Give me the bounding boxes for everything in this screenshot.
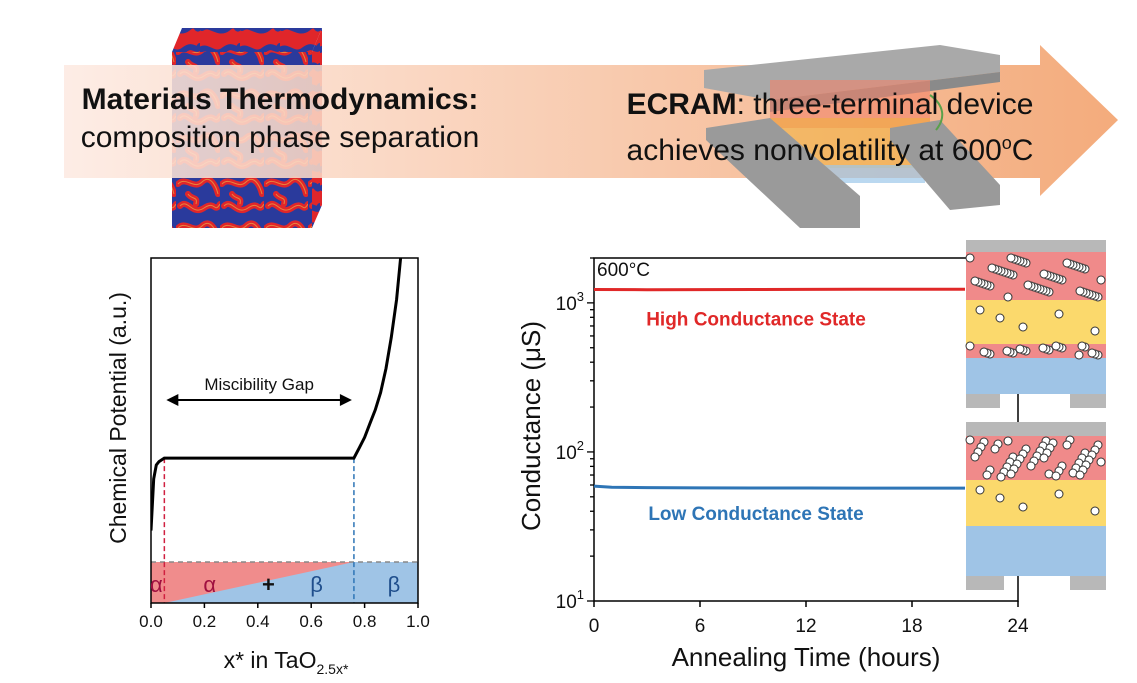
oxygen-vacancy-dots-high <box>965 253 1106 360</box>
banner-graphic <box>64 28 1118 228</box>
right-ytick-label: 102 <box>556 438 584 464</box>
ecram-device <box>704 45 1000 228</box>
right-ytick-label: 103 <box>556 289 584 315</box>
vacancy-dot <box>965 435 975 445</box>
right-xtick-label: 24 <box>1007 616 1029 637</box>
vacancy-dot <box>965 341 975 351</box>
banner-right-unit: C <box>1011 134 1034 167</box>
banner-left-bold: Materials Thermodynamics: <box>81 83 479 116</box>
high-conductance-line <box>593 287 965 292</box>
device-schematic-high <box>965 240 1106 408</box>
left-xtick-label: 0.4 <box>246 612 270 631</box>
banner-right-text-2: achieves nonvolatility at 600 <box>626 134 1002 167</box>
vacancy-dot <box>1074 350 1084 360</box>
vacancy-dot <box>1002 346 1012 356</box>
vacancy-dot <box>1003 436 1013 446</box>
vacancy-dot <box>1015 344 1025 354</box>
vacancy-dot <box>1026 461 1036 471</box>
vacancy-dot <box>1051 341 1061 351</box>
left-xtick-label: 0.8 <box>353 612 377 631</box>
banner-left-title: Materials Thermodynamics: composition ph… <box>20 81 540 157</box>
left-xtick-label: 0.2 <box>193 612 217 631</box>
vacancy-dot <box>1006 469 1016 479</box>
left-xtick-label: 0.0 <box>139 612 163 631</box>
right-xtick-label: 12 <box>795 616 816 637</box>
vacancy-dot <box>1054 489 1064 499</box>
vacancy-dot <box>995 313 1005 323</box>
left-xtick-label: 1.0 <box>406 612 430 631</box>
banner-right-bold: ECRAM <box>626 88 737 121</box>
chemical-potential-chart: 0.0 0.2 0.4 0.6 0.8 1.0 Miscibility Gap α α + β β C… <box>105 257 430 677</box>
vacancy-dot <box>1077 341 1087 351</box>
vacancy-dot <box>1062 258 1072 268</box>
vacancy-dot <box>1018 502 1028 512</box>
low-conductance-label: Low Conductance State <box>648 504 863 525</box>
vacancy-dot <box>1087 348 1097 358</box>
gap-arrowhead-left <box>166 394 179 406</box>
vacancy-dot <box>975 485 985 495</box>
phase-label: α <box>203 572 216 597</box>
right-xtick-label: 6 <box>695 616 706 637</box>
left-ylabel: Chemical Potential (a.u.) <box>105 292 131 544</box>
vacancy-dot <box>1038 343 1048 353</box>
vacancy-dot <box>1096 457 1106 467</box>
vacancy-dot <box>1062 440 1072 450</box>
oxygen-vacancy-dots-low <box>965 435 1106 516</box>
left-xlabel-sub: 2.5x* <box>316 661 348 677</box>
high-conductance-label: High Conductance State <box>646 309 866 330</box>
chemical-potential-curve <box>151 258 403 531</box>
vacancy-dot <box>1003 292 1013 302</box>
vacancy-dot <box>970 276 980 286</box>
device-schematic-low <box>965 422 1106 590</box>
right-xlabel: Annealing Time (hours) <box>672 642 941 672</box>
banner-right-title: ECRAM: three-terminal device achieves no… <box>560 86 1100 170</box>
vacancy-dot <box>1051 471 1061 481</box>
conductance-chart: 0 6 12 18 24 101 102 103 High Conductance State L… <box>516 240 1106 672</box>
vacancy-dot <box>1090 506 1100 516</box>
vacancy-dot <box>982 470 992 480</box>
left-axes-frame <box>150 257 419 604</box>
vacancy-dot <box>1039 453 1049 463</box>
left-xlabel: x* in TaO2.5x* <box>224 647 349 677</box>
vacancy-dot <box>975 305 985 315</box>
vacancy-dot <box>979 347 989 357</box>
vacancy-dot <box>1054 309 1064 319</box>
vacancy-dot <box>1018 322 1028 332</box>
banner-right-text-1: : three-terminal device <box>736 88 1034 121</box>
low-conductance-line <box>593 484 965 490</box>
right-xtick-label: 18 <box>901 616 922 637</box>
vacancy-dot <box>1075 286 1085 296</box>
phase-label: α <box>150 572 163 597</box>
left-xlabel-main: x* in TaO <box>224 647 317 673</box>
gap-annotation: Miscibility Gap <box>204 375 314 394</box>
right-ytick-label: 101 <box>556 587 584 613</box>
gap-arrowhead-right <box>339 394 352 406</box>
vacancy-dot <box>996 472 1006 482</box>
phase-label: β <box>388 572 401 597</box>
vacancy-dot <box>987 263 997 273</box>
banner-left-text: composition phase separation <box>80 121 480 154</box>
phase-label: + <box>262 572 275 597</box>
vacancy-dot <box>970 452 980 462</box>
vacancy-dot <box>1096 275 1106 285</box>
vacancy-dot <box>995 493 1005 503</box>
vacancy-dot <box>965 253 975 263</box>
vacancy-dot <box>1006 253 1016 263</box>
right-xtick-label: 0 <box>589 616 600 637</box>
banner-right-sup: o <box>1001 133 1012 153</box>
vacancy-dot <box>990 444 1000 454</box>
right-ylabel: Conductance (μS) <box>516 321 546 531</box>
right-title: 600°C <box>597 260 650 281</box>
phase-label: β <box>310 572 323 597</box>
left-xtick-label: 0.6 <box>299 612 323 631</box>
vacancy-dot <box>1090 326 1100 336</box>
vacancy-dot <box>1039 269 1049 279</box>
phase-strip-alpha <box>151 562 354 603</box>
vacancy-dot <box>1075 470 1085 480</box>
vacancy-dot <box>1023 280 1033 290</box>
